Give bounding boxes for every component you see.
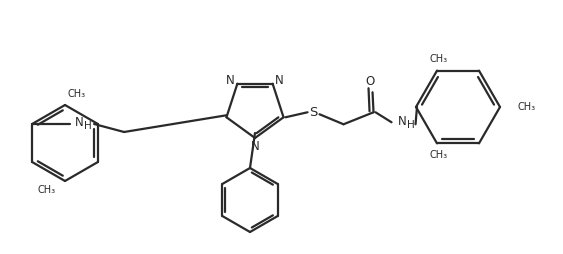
Text: N: N: [75, 117, 83, 130]
Text: N: N: [275, 74, 284, 87]
Text: CH₃: CH₃: [38, 185, 56, 195]
Text: CH₃: CH₃: [430, 54, 448, 64]
Text: N: N: [398, 115, 407, 128]
Text: N: N: [251, 139, 260, 152]
Text: H: H: [84, 121, 92, 131]
Text: CH₃: CH₃: [430, 150, 448, 160]
Text: N: N: [226, 74, 235, 87]
Text: H: H: [406, 120, 414, 130]
Text: S: S: [309, 106, 318, 119]
Text: O: O: [365, 75, 374, 88]
Text: CH₃: CH₃: [68, 89, 86, 99]
Text: CH₃: CH₃: [518, 102, 536, 112]
